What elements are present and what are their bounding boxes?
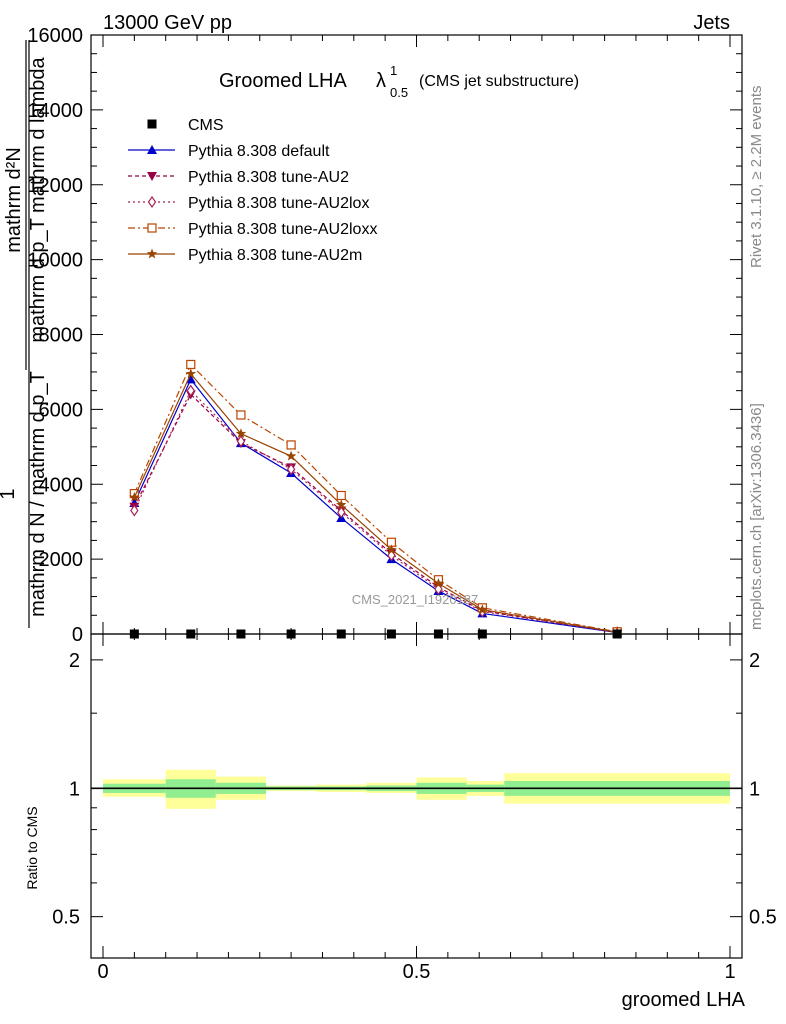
header-energy: 13000 GeV pp: [103, 12, 232, 34]
title-sup: 1: [390, 63, 397, 78]
data-point: [186, 359, 196, 370]
ratio-tick-label: 0.5: [52, 907, 80, 929]
rivet-label: Rivet 3.1.10, ≥ 2.2M events: [748, 85, 765, 269]
y-tick-label: 8000: [39, 325, 84, 347]
legend: CMS Pythia 8.308 default Pythia 8.308 tune…: [128, 117, 377, 264]
legend-item: Pythia 8.308 default: [128, 143, 330, 160]
x-tick-label: 0: [97, 961, 108, 983]
legend-label: Pythia 8.308 tune-AU2: [188, 169, 349, 186]
data-point: [386, 544, 397, 555]
legend-marker: [147, 119, 157, 129]
data-point: [186, 384, 196, 397]
series-line: [133, 389, 618, 633]
y-tick-label: 12000: [27, 175, 83, 197]
title-sub: 0.5: [390, 85, 408, 100]
y-tick-label: 16000: [27, 25, 83, 47]
header-jets: Jets: [693, 12, 730, 34]
legend-item: Pythia 8.308 tune-AU2loxx: [128, 221, 377, 238]
legend-label: Pythia 8.308 tune-AU2loxx: [188, 221, 377, 238]
data-point: [236, 410, 246, 420]
data-point: [236, 435, 246, 448]
legend-item: Pythia 8.308 tune-AU2: [128, 169, 349, 186]
data-point: [286, 463, 296, 476]
x-axis-label: groomed LHA: [622, 989, 746, 1011]
data-point: [336, 499, 347, 510]
x-tick-label: 1: [724, 961, 735, 983]
data-point: [286, 440, 296, 450]
ylabel-den-outer: mathrm d N / mathrm d p_T: [27, 371, 49, 617]
mcplots-label: mcplots.cern.ch [arXiv:1306.3436]: [748, 403, 765, 630]
legend-marker: [147, 172, 157, 181]
data-point: [236, 629, 246, 639]
data-point: [337, 506, 346, 519]
y-axis-label-main: 1 mathrm d N / mathrm d p_T mathrm d²N m…: [0, 40, 49, 628]
ratio-tick-label: 2: [69, 650, 80, 672]
title-note: (CMS jet substructure): [419, 73, 579, 90]
title-main: Groomed LHA: [219, 70, 347, 92]
watermark: CMS_2021_I1920187: [352, 592, 479, 607]
x-tick-label: 0.5: [403, 961, 431, 983]
y-tick-label: 2000: [39, 549, 84, 571]
legend-item: Pythia 8.308 tune-AU2lox: [128, 195, 369, 212]
ratio-bands: [103, 769, 730, 809]
legend-marker: [147, 223, 157, 233]
data-point: [130, 504, 139, 517]
data-point: [433, 577, 444, 588]
data-point: [336, 629, 346, 639]
data-point: [235, 428, 247, 439]
y-tick-label: 0: [72, 624, 83, 646]
plot-title: Groomed LHA λ 1 0.5 (CMS jet substructur…: [219, 63, 579, 100]
y-tick-label: 10000: [27, 250, 83, 272]
legend-label: CMS: [188, 117, 224, 134]
legend-marker: [147, 195, 157, 209]
series-cms: [129, 629, 622, 639]
ylabel-num-outer: 1: [0, 488, 19, 499]
data-point: [286, 629, 296, 639]
data-point: [129, 629, 139, 639]
legend-marker: [147, 145, 157, 154]
data-point: [336, 490, 346, 501]
data-point: [477, 604, 488, 615]
ratio-tick-label-right: 2: [749, 650, 760, 672]
ylabel-den-inner: mathrm d p_T mathrm d lambda: [27, 56, 49, 342]
ratio-tick-label: 1: [69, 778, 80, 800]
legend-label: Pythia 8.308 tune-AU2lox: [188, 195, 369, 212]
data-point: [285, 450, 297, 461]
y-tick-label: 14000: [27, 100, 83, 122]
data-point: [433, 629, 443, 639]
legend-label: Pythia 8.308 tune-AU2m: [188, 247, 362, 264]
axes: 0 0.5 1 0 2000 4000 6000 8000 10000 12000 14000 160…: [27, 25, 776, 983]
ratio-tick-label-right: 0.5: [749, 907, 777, 929]
legend-marker: [146, 248, 158, 259]
y-tick-label: 6000: [39, 399, 84, 421]
data-point: [185, 368, 197, 379]
y-axis-label-ratio: Ratio to CMS: [24, 806, 40, 889]
legend-label: Pythia 8.308 default: [188, 143, 330, 160]
data-point: [185, 374, 196, 384]
ratio-tick-label-right: 1: [749, 778, 760, 800]
data-point: [186, 629, 196, 639]
ylabel-num-inner: mathrm d²N: [3, 147, 25, 253]
data-point: [129, 491, 140, 502]
legend-item: Pythia 8.308 tune-AU2m: [128, 247, 362, 264]
series-layer: [129, 359, 623, 639]
y-tick-label: 4000: [39, 474, 84, 496]
data-point: [386, 629, 396, 639]
legend-item: CMS: [147, 117, 224, 134]
title-lambda: λ: [376, 70, 386, 92]
data-point: [612, 629, 622, 639]
data-point: [477, 629, 487, 639]
